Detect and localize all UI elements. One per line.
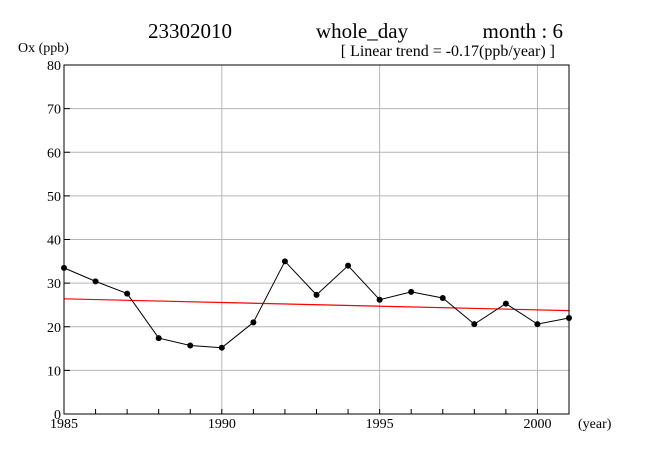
y-tick-label: 40: [47, 234, 61, 249]
plot-frame: [63, 64, 570, 415]
y-tick-label: 60: [47, 146, 61, 161]
x-axis-label: (year): [578, 417, 612, 432]
grid: [64, 65, 569, 414]
x-tick-label: 1990: [208, 417, 236, 432]
y-axis-label: Ox (ppb): [18, 41, 69, 56]
series-layer: [61, 258, 572, 351]
ox-data-point: [187, 342, 194, 349]
linear-trend-label: [ Linear trend = -0.17(ppb/year) ]: [341, 43, 555, 60]
y-tick-label: 30: [47, 277, 61, 292]
ox-data-point: [376, 296, 383, 303]
trend-layer: [63, 298, 570, 312]
ox-data-point: [439, 294, 446, 301]
station-code: 23302010: [148, 19, 232, 43]
y-tick-label: 10: [47, 364, 61, 379]
x-tick-label: 2000: [523, 417, 551, 432]
ox-data-point: [471, 321, 478, 328]
ox-data-point: [408, 288, 415, 295]
ox-data-point: [218, 344, 225, 351]
ox-data-point: [124, 290, 131, 297]
ox-data-point: [345, 262, 352, 269]
ox-data-point: [281, 258, 288, 265]
ox-data-point: [502, 300, 509, 307]
y-tick-label: 0: [54, 408, 61, 423]
x-ticks: 1985 1990 1995 2000: [50, 409, 570, 432]
period-label: whole_day: [316, 19, 409, 43]
y-tick-label: 20: [47, 321, 61, 336]
ox-data-point: [534, 321, 541, 328]
ox-data-point: [313, 291, 320, 298]
y-ticks: 0 10 20 30 40 50 60 70 80: [47, 59, 70, 423]
ox-data-point: [155, 335, 162, 342]
y-tick-label: 80: [47, 59, 61, 74]
x-tick-label: 1995: [366, 417, 394, 432]
month-label: month : 6: [482, 19, 563, 43]
y-tick-label: 70: [47, 103, 61, 118]
linear-trend-line: [63, 298, 570, 312]
y-tick-label: 50: [47, 190, 61, 205]
x-tick-label: 1985: [50, 417, 78, 432]
ox-data-point: [250, 319, 257, 326]
ox-data-point: [92, 278, 99, 285]
